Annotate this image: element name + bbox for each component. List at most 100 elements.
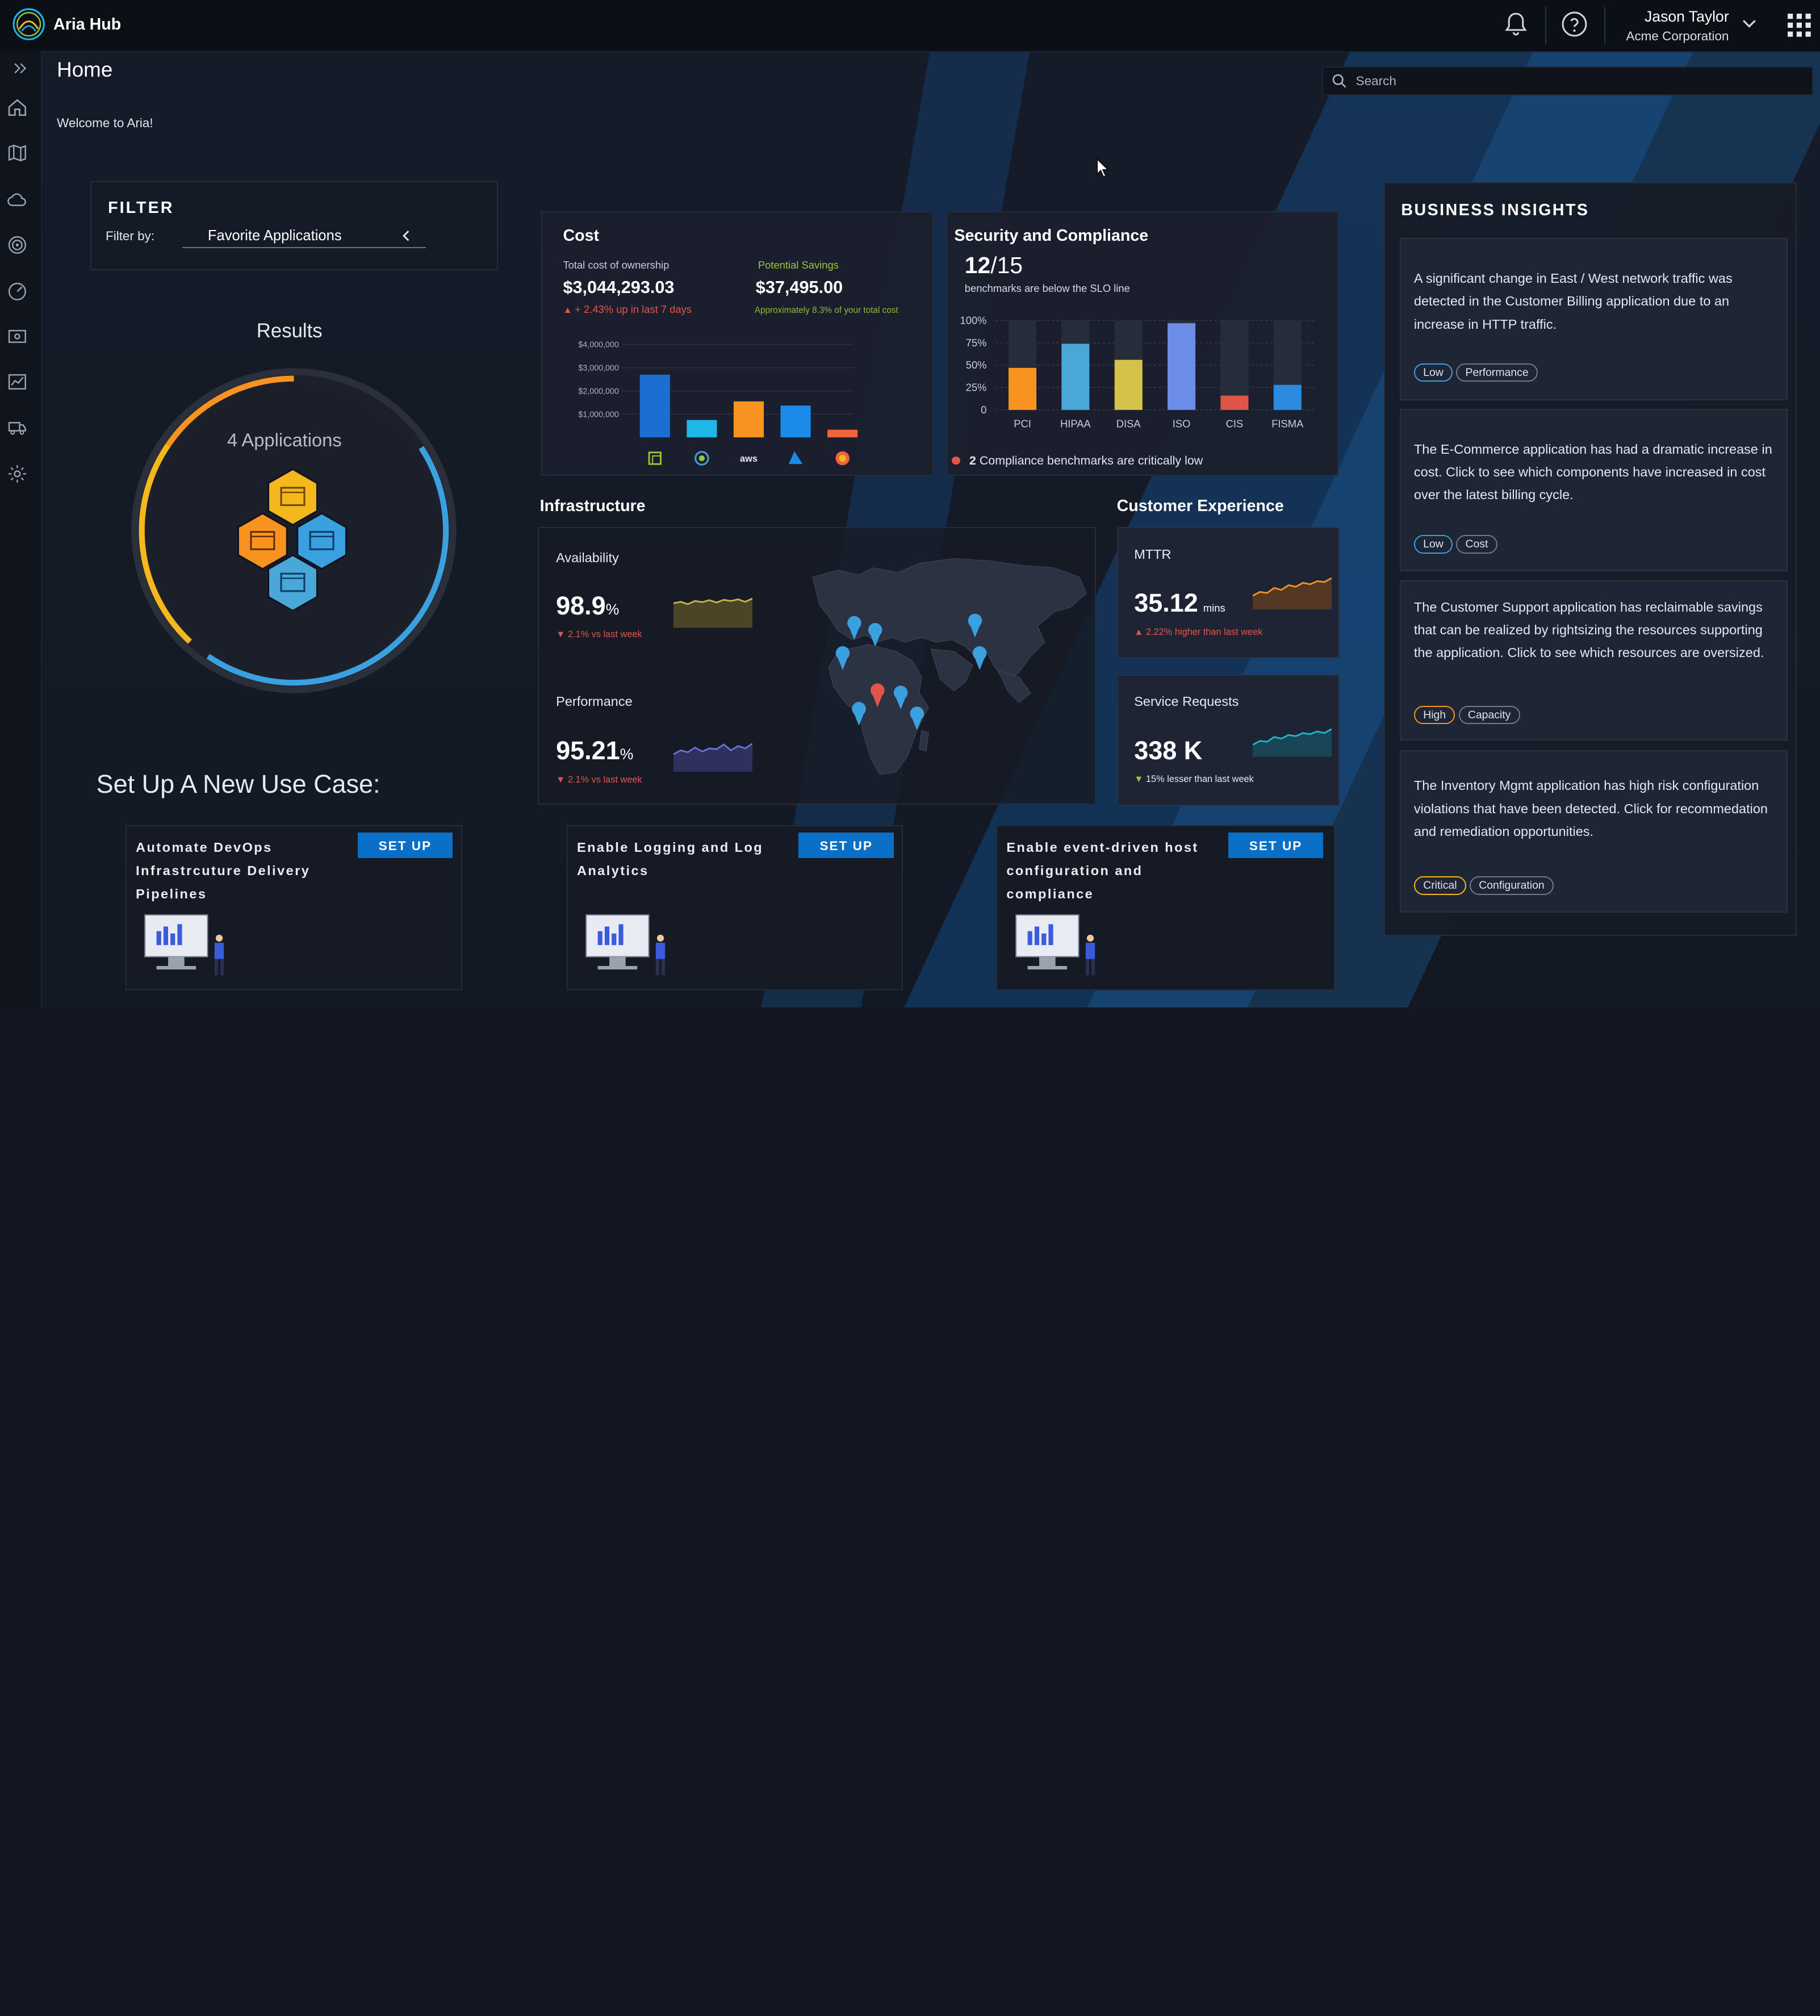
service-requests-delta: ▼ 15% lesser than last week [1134,774,1254,785]
gear-icon[interactable] [7,463,28,484]
arrow-down-icon: ▼ [556,629,568,639]
world-map[interactable] [792,545,1091,802]
severity-tag[interactable]: Low [1413,363,1453,382]
savings-value: $37,495.00 [755,277,843,297]
security-footer: 2 Compliance benchmarks are critically l… [952,454,1203,468]
app-grid-icon[interactable] [1786,12,1812,38]
expand-sidebar-icon[interactable] [12,60,29,77]
search-box[interactable] [1322,66,1814,95]
location-marker-icon [835,646,850,670]
use-case-card[interactable]: Enable event-driven host configuration a… [996,825,1335,990]
cost-panel[interactable]: Cost Total cost of ownership $3,044,293.… [541,211,934,476]
insight-card[interactable]: The E-Commerce application has had a dra… [1400,408,1788,571]
setup-button[interactable]: SET UP [798,832,894,858]
category-tag[interactable]: Capacity [1458,705,1520,725]
setup-button[interactable]: SET UP [1228,832,1324,858]
search-input[interactable] [1353,70,1800,92]
category-tag[interactable]: Cost [1456,535,1497,554]
tco-value: $3,044,293.03 [563,277,675,297]
savings-label: Potential Savings [758,258,839,271]
cost-bar-gcp[interactable] [827,430,857,438]
setup-button[interactable]: SET UP [357,832,453,858]
cost-bar-aws[interactable] [733,401,764,438]
map-se-asia [997,669,1032,703]
insight-card[interactable]: The Customer Support application has rec… [1400,580,1788,741]
severity-tag[interactable]: Low [1413,535,1453,554]
aws-icon: aws [740,454,758,465]
service-requests-sparkline [1252,728,1332,757]
chevron-down-icon[interactable] [1739,12,1760,34]
cost-title: Cost [563,226,600,245]
infrastructure-panel[interactable]: Availability 98.9% ▼ 2.1% vs last week P… [537,527,1096,805]
gauge-icon[interactable] [7,281,28,302]
compliance-bar-cis[interactable] [1220,395,1249,410]
map-icon[interactable] [7,143,28,164]
filter-title: FILTER [108,198,174,217]
gcp-icon-inner [839,455,846,462]
azure-icon [788,451,802,465]
insight-text: The E-Commerce application has had a dra… [1413,441,1772,503]
insight-card[interactable]: A significant change in East / West netw… [1400,238,1788,401]
cost-bar-chart[interactable]: $4,000,000 $3,000,000 $2,000,000 $1,000,000… [542,328,932,475]
user-name[interactable]: Jason Taylor [1645,8,1729,26]
location-marker-icon [910,706,924,730]
critical-dot-icon [952,456,960,465]
insight-card[interactable]: The Inventory Mgmt application has high … [1400,750,1788,913]
aria-logo-icon[interactable] [11,7,46,41]
cost-bar-azure[interactable] [780,405,811,438]
use-case-card[interactable]: Automate DevOps Infrastrcuture Delivery … [125,825,462,990]
bell-icon[interactable] [1502,10,1530,38]
arrow-up-icon: ▲ [563,304,575,315]
filter-value: Favorite Applications [207,227,342,244]
mttr-value: 35.12 mins [1134,588,1225,618]
top-bar: Aria Hub Jason Taylor Acme Corporation [0,0,1820,52]
category-tag[interactable]: Configuration [1469,876,1554,895]
compliance-bar-disa[interactable] [1114,359,1143,410]
insight-text: The Customer Support application has rec… [1413,599,1764,660]
chevron-left-icon[interactable] [400,230,412,241]
availability-label: Availability [556,550,619,565]
security-bar-chart[interactable]: 100% 75% 50% 25% 0 PCI HIPAA DISA ISO CIS FISMA [947,310,1337,438]
results-title: Results [256,320,323,342]
target-icon[interactable] [7,235,28,256]
application-hexagons[interactable] [227,465,354,610]
truck-icon[interactable] [7,417,28,438]
security-subtitle: benchmarks are below the SLO line [964,282,1130,294]
security-score: 12/15 [965,252,1023,279]
page-title: Home [57,58,113,82]
cloud-icon[interactable] [7,189,28,210]
bar-background [1220,320,1249,410]
x-tick-label: PCI [1014,417,1031,429]
cost-bar-cloud[interactable] [686,420,717,438]
app-hex-orange [237,512,288,570]
compliance-bar-hipaa[interactable] [1061,344,1090,410]
location-marker-icon [852,701,866,726]
severity-tag[interactable]: High [1413,705,1455,725]
help-icon[interactable] [1560,10,1588,38]
billing-icon[interactable] [7,326,28,347]
home-icon[interactable] [7,97,28,118]
use-case-card[interactable]: Enable Logging and Log Analytics SET UP [566,825,903,990]
cost-bar-vsphere[interactable] [639,375,670,438]
compliance-bar-pci[interactable] [1009,367,1037,410]
mttr-card[interactable]: MTTR 35.12 mins ▲ 2.22% higher than last… [1116,527,1340,659]
y-tick-label: $4,000,000 [578,341,619,350]
results-donut[interactable] [125,362,462,699]
compliance-bar-iso[interactable] [1168,323,1196,410]
insight-tags: Low Cost [1413,530,1501,554]
y-tick-label: $3,000,000 [578,364,619,373]
compliance-bar-fisma[interactable] [1273,384,1302,410]
location-marker-icon [871,683,885,707]
filter-select[interactable]: Favorite Applications [182,224,426,249]
chart-icon[interactable] [7,371,28,392]
brand-name[interactable]: Aria Hub [53,15,122,34]
insights-title: BUSINESS INSIGHTS [1401,200,1589,219]
severity-tag[interactable]: Critical [1413,876,1466,895]
savings-note: Approximately 8.3% of your total cost [754,305,898,315]
location-marker-icon [894,685,908,710]
service-requests-card[interactable]: Service Requests 338 K ▼ 15% lesser than… [1116,674,1340,806]
security-score-value: 12 [964,252,991,278]
security-panel[interactable]: Security and Compliance 12/15 benchmarks… [946,211,1338,476]
availability-delta: ▼ 2.1% vs last week [556,629,642,639]
category-tag[interactable]: Performance [1456,363,1538,382]
